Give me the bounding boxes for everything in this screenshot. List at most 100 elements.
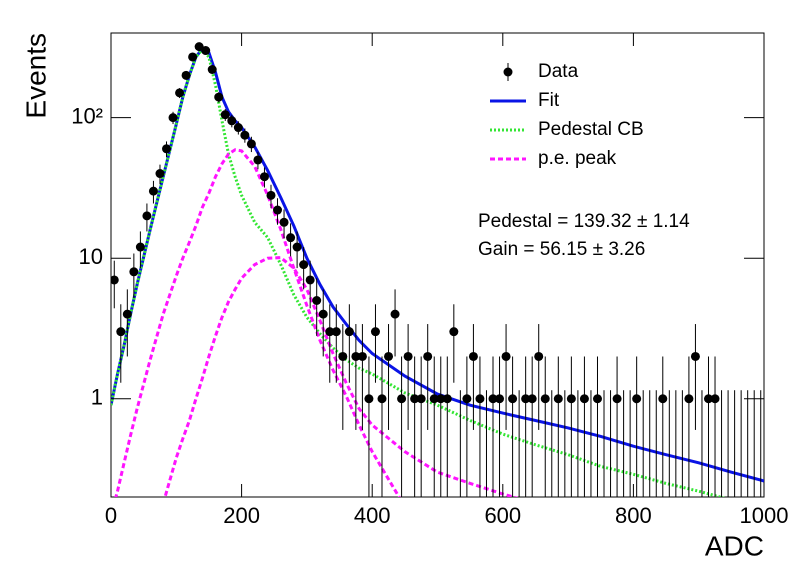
legend-label: Pedestal CB [538, 119, 644, 140]
data-point [377, 394, 387, 404]
x-tick-label: 800 [615, 503, 652, 528]
data-point [279, 217, 289, 227]
data-point [462, 394, 472, 404]
data-point [207, 64, 217, 74]
data-point [449, 327, 459, 337]
data-point [690, 351, 700, 361]
data-point [129, 267, 139, 277]
data-point [253, 155, 263, 165]
data-point [442, 394, 452, 404]
data-point [312, 296, 322, 306]
legend-marker [503, 67, 513, 77]
legend-label: p.e. peak [538, 148, 617, 169]
data-point [384, 351, 394, 361]
data-point [527, 394, 537, 404]
data-point [122, 309, 132, 319]
data-point [148, 186, 158, 196]
data-point [423, 351, 433, 361]
data-point [181, 70, 191, 80]
x-tick-label: 200 [223, 503, 260, 528]
fit-curve [114, 148, 401, 497]
data-point [566, 394, 576, 404]
data-point [292, 242, 302, 252]
data-point [299, 260, 309, 270]
data-point [188, 52, 198, 62]
data-point [227, 116, 237, 126]
annotation: Gain = 56.15 ± 3.26 [478, 239, 645, 260]
data-point [338, 351, 348, 361]
data-point [266, 190, 276, 200]
data-point [592, 394, 602, 404]
data-point [286, 233, 296, 243]
legend-label: Data [538, 61, 579, 82]
data-point [233, 123, 243, 133]
data-point [684, 394, 694, 404]
data-point [475, 394, 485, 404]
data-point [162, 144, 172, 154]
data-point [403, 351, 413, 361]
data-point [501, 351, 511, 361]
data-point [259, 172, 269, 182]
data-point [194, 42, 204, 52]
data-point [416, 394, 426, 404]
data-point [429, 394, 439, 404]
data-point [508, 394, 518, 404]
data-point [116, 327, 126, 337]
fit-curve [163, 256, 519, 497]
y-tick-label: 10 [79, 244, 103, 269]
x-tick-label: 400 [354, 503, 391, 528]
x-tick-label: 600 [484, 503, 521, 528]
x-tick-label: 1000 [740, 503, 789, 528]
data-point [579, 394, 589, 404]
annotation: Pedestal = 139.32 ± 1.14 [478, 211, 690, 232]
data-point [111, 275, 119, 285]
data-point [495, 394, 505, 404]
data-point [135, 242, 145, 252]
fit-curve [111, 47, 726, 497]
data-point [175, 88, 185, 98]
data-point [351, 351, 361, 361]
data-point [273, 205, 283, 215]
data-point [436, 394, 446, 404]
data-point [305, 275, 315, 285]
data-point [397, 394, 407, 404]
data-point [612, 394, 622, 404]
fit-curve [111, 46, 764, 483]
data-point [632, 394, 642, 404]
plot-area [111, 42, 764, 497]
x-tick-label: 0 [105, 503, 117, 528]
data-point [364, 394, 374, 404]
plot-frame [110, 32, 765, 498]
y-tick-label: 10² [71, 103, 103, 128]
data-point [540, 394, 550, 404]
data-point [488, 394, 498, 404]
data-point [331, 327, 341, 337]
data-point [201, 46, 211, 56]
data-point [240, 130, 250, 140]
y-axis-title: Events [20, 33, 51, 119]
data-point [390, 309, 400, 319]
data-point [214, 92, 224, 102]
y-tick-label: 1 [91, 385, 103, 410]
data-point [468, 351, 478, 361]
data-point [318, 309, 328, 319]
data-point [410, 394, 420, 404]
data-point [521, 394, 531, 404]
data-point [703, 394, 713, 404]
data-point [220, 110, 230, 120]
data-point [710, 394, 720, 404]
data-point [370, 327, 380, 337]
data-point [155, 169, 165, 179]
data-point [246, 139, 256, 149]
data-point [534, 351, 544, 361]
data-point [344, 327, 354, 337]
data-point [357, 351, 367, 361]
data-point [553, 394, 563, 404]
x-axis-title: ADC [705, 530, 764, 561]
data-point [325, 327, 335, 337]
data-point [658, 394, 668, 404]
legend-label: Fit [538, 90, 560, 111]
data-point [168, 113, 178, 123]
